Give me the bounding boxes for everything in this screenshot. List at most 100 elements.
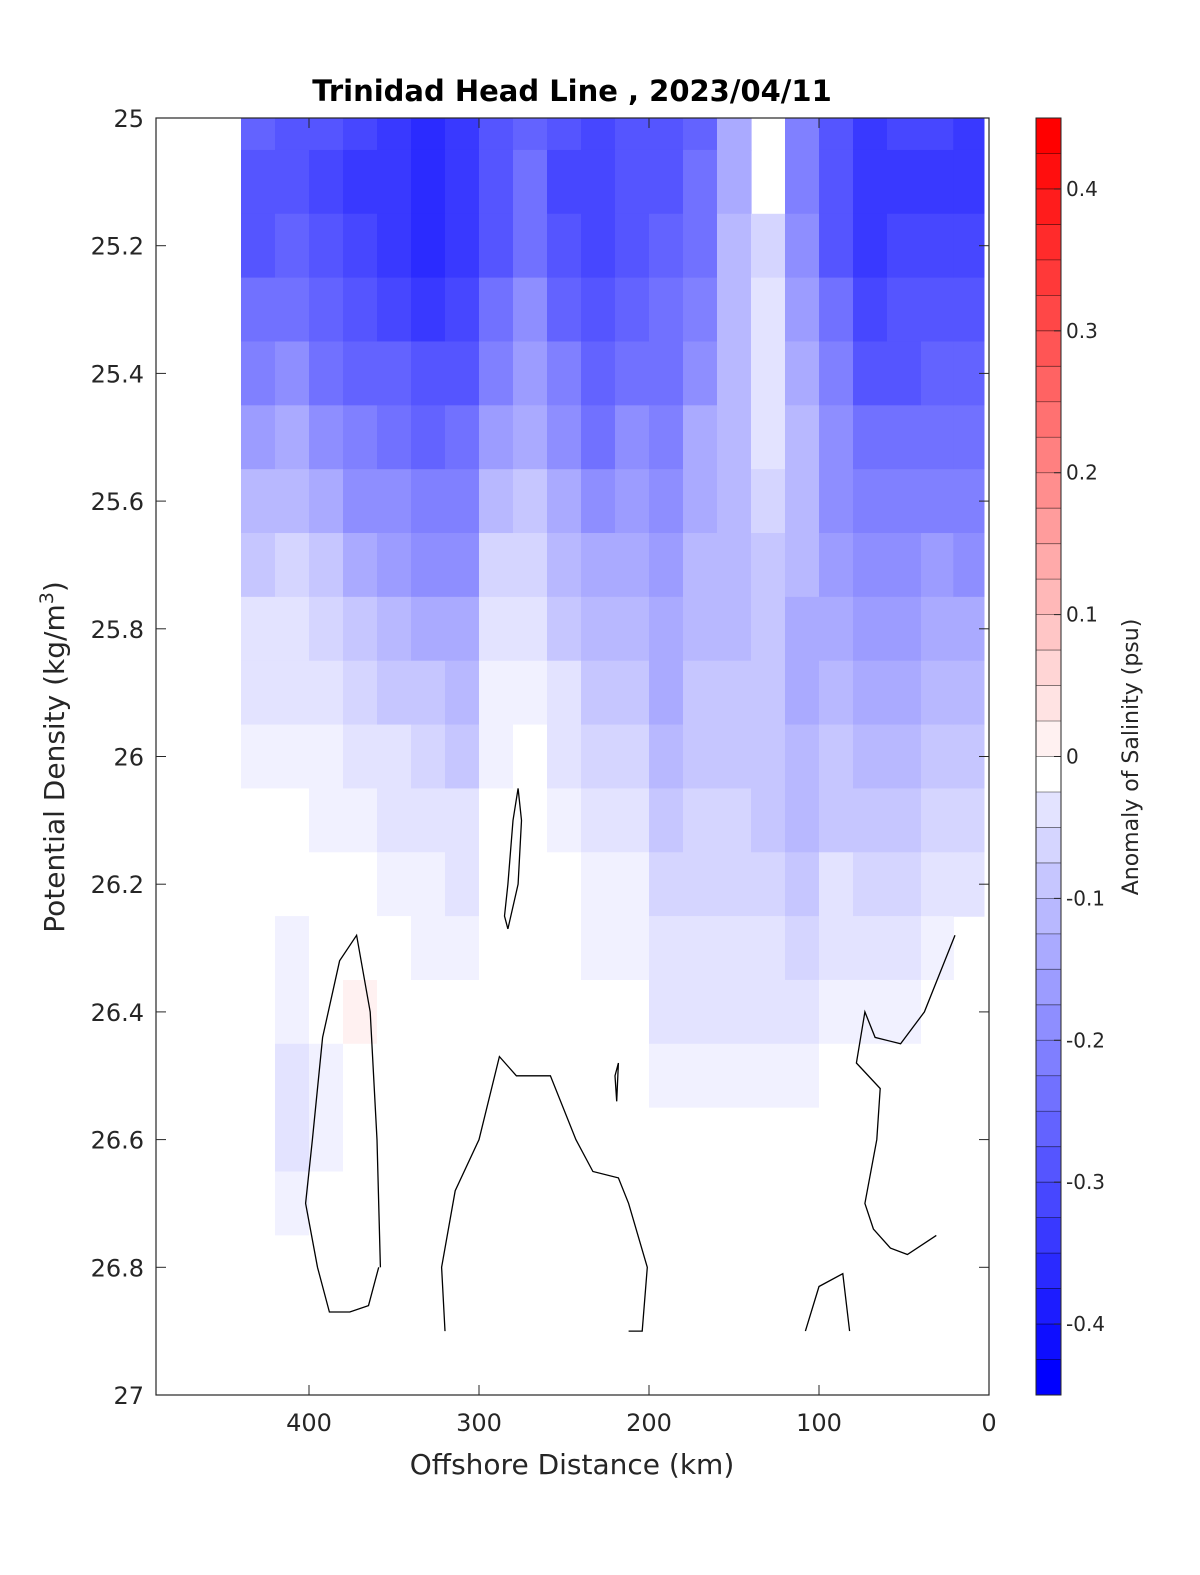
field-cell	[785, 1299, 820, 1364]
field-cell	[853, 1299, 888, 1364]
field-cell	[241, 213, 276, 279]
field-cell	[785, 852, 820, 917]
field-cell	[819, 1235, 854, 1300]
colorbar-segment	[1036, 650, 1061, 686]
field-cell	[547, 213, 582, 279]
field-cell	[547, 1171, 582, 1236]
field-cell	[241, 533, 276, 598]
field-cell	[717, 979, 752, 1045]
field-cell	[785, 405, 820, 470]
field-cell	[615, 788, 650, 853]
colorbar-label: Anomaly of Salinity (psu)	[1119, 619, 1144, 896]
field-cell	[343, 277, 378, 343]
field-cell	[479, 405, 514, 470]
zero-contour	[804, 1272, 851, 1332]
field-cell	[819, 724, 854, 790]
field-cell	[921, 916, 954, 981]
field-cell	[751, 213, 786, 279]
field-cell	[853, 1043, 888, 1109]
y-tick-label: 25.4	[91, 360, 144, 388]
field-cell	[887, 469, 922, 534]
field-cell	[309, 1171, 344, 1236]
field-cell	[343, 1171, 378, 1236]
zero-contour	[614, 1062, 620, 1102]
field-cell	[785, 788, 820, 853]
field-cell	[513, 469, 548, 534]
field-cell	[751, 724, 786, 790]
colorbar-tick-label: -0.2	[1066, 1028, 1105, 1052]
x-axis-label: Offshore Distance (km)	[410, 1448, 735, 1481]
field-cell	[887, 1171, 922, 1236]
field-cell	[853, 852, 888, 917]
field-cell	[953, 277, 985, 343]
field-cell	[547, 533, 582, 598]
field-cell	[411, 916, 446, 981]
field-cell	[785, 596, 820, 662]
colorbar-tick-label: -0.3	[1066, 1170, 1105, 1194]
field-cell	[343, 469, 378, 534]
field-cell	[513, 1235, 548, 1300]
field-cell	[377, 469, 412, 534]
field-cell	[887, 149, 922, 215]
field-cell	[581, 1107, 616, 1173]
field-cell	[649, 469, 684, 534]
field-cell	[887, 405, 922, 470]
field-cell	[683, 277, 718, 343]
field-cell	[479, 469, 514, 534]
field-cell	[683, 118, 718, 151]
field-cell	[241, 724, 276, 790]
field-cell	[649, 596, 684, 662]
field-cell	[853, 916, 888, 981]
colorbar-segment	[1036, 862, 1061, 899]
colorbar-segment	[1036, 508, 1061, 545]
field-cell	[785, 1235, 820, 1300]
field-cell	[717, 660, 752, 726]
y-axis-ticks: 25 25.2 25.4 25.6 25.8 26 26.2 26.4 26.6 26.8 27	[91, 105, 989, 1410]
colorbar-segment	[1036, 969, 1061, 1006]
field-cell	[921, 788, 954, 853]
colorbar-segment	[1036, 1324, 1061, 1360]
field-cell	[547, 118, 582, 151]
field-cell	[887, 660, 922, 726]
field-cell	[445, 213, 480, 279]
x-tick-label: 100	[796, 1409, 842, 1437]
field-cell	[921, 1107, 954, 1173]
field-cell	[683, 469, 718, 534]
field-cell	[479, 1043, 514, 1109]
field-cell	[377, 213, 412, 279]
colorbar-segment	[1036, 330, 1061, 367]
field-cell	[479, 724, 514, 790]
field-cell	[581, 213, 616, 279]
field-cell	[921, 405, 954, 470]
field-cell	[581, 1235, 616, 1300]
field-cell	[751, 979, 786, 1045]
colorbar-segment	[1036, 1040, 1061, 1077]
field-cell	[275, 1299, 310, 1364]
field-cell	[649, 1107, 684, 1173]
field-cell	[751, 1171, 786, 1236]
colorbar-tick-label: 0.3	[1066, 319, 1098, 343]
field-cell	[411, 1235, 446, 1300]
field-cell	[309, 149, 344, 215]
colorbar-segment	[1036, 685, 1061, 722]
field-cell	[717, 277, 752, 343]
field-cell	[479, 118, 514, 151]
field-cell	[785, 1043, 820, 1109]
y-tick-label: 26	[113, 744, 144, 772]
field-cell	[649, 979, 684, 1045]
field-cell	[241, 916, 276, 981]
field-cell	[275, 533, 310, 598]
field-cell	[445, 852, 480, 917]
field-cell	[445, 660, 480, 726]
field-cell	[479, 979, 514, 1045]
field-cell	[853, 979, 888, 1045]
field-cell	[615, 596, 650, 662]
colorbar-tick-label: 0.2	[1066, 461, 1098, 485]
field-cell	[887, 852, 922, 917]
field-cell	[921, 533, 954, 598]
field-cell	[309, 596, 344, 662]
field-cell	[411, 788, 446, 853]
field-cell	[921, 979, 954, 1045]
field-cell	[785, 979, 820, 1045]
field-cell	[785, 660, 820, 726]
